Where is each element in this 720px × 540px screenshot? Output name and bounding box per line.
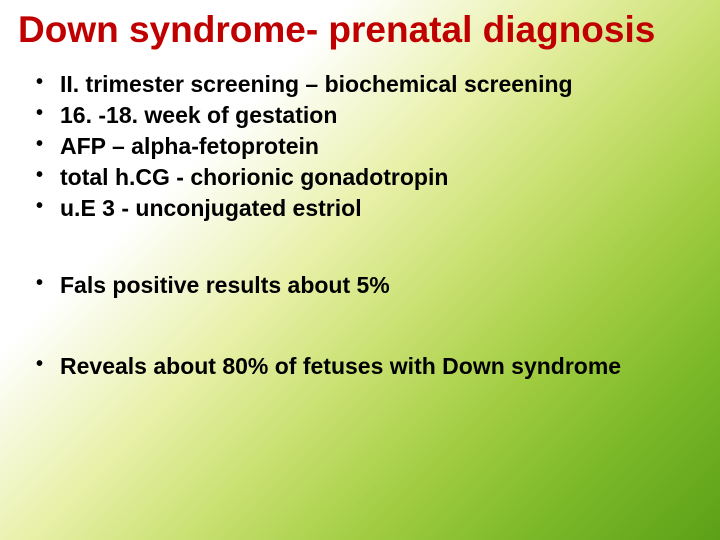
bullet-group-2: • Fals positive results about 5% [18,270,702,301]
bullet-item: • total h.CG - chorionic gonadotropin [36,162,702,193]
bullet-text: AFP – alpha-fetoprotein [60,131,702,162]
bullet-text: u.E 3 - unconjugated estriol [60,193,702,224]
bullet-icon: • [36,193,60,220]
bullet-icon: • [36,351,60,378]
bullet-group-3: • Reveals about 80% of fetuses with Down… [18,351,702,382]
bullet-text: Fals positive results about 5% [60,270,702,301]
bullet-icon: • [36,69,60,96]
slide-title: Down syndrome- prenatal diagnosis [18,10,702,51]
bullet-icon: • [36,162,60,189]
bullet-item: • u.E 3 - unconjugated estriol [36,193,702,224]
bullet-item: • AFP – alpha-fetoprotein [36,131,702,162]
bullet-item: • 16. -18. week of gestation [36,100,702,131]
bullet-item: • Fals positive results about 5% [36,270,702,301]
bullet-icon: • [36,270,60,297]
bullet-group-1: • II. trimester screening – biochemical … [18,69,702,224]
bullet-text: total h.CG - chorionic gonadotropin [60,162,702,193]
bullet-item: • II. trimester screening – biochemical … [36,69,702,100]
bullet-icon: • [36,131,60,158]
bullet-item: • Reveals about 80% of fetuses with Down… [36,351,702,382]
bullet-text: Reveals about 80% of fetuses with Down s… [60,351,702,382]
bullet-text: 16. -18. week of gestation [60,100,702,131]
bullet-text: II. trimester screening – biochemical sc… [60,69,702,100]
slide: Down syndrome- prenatal diagnosis • II. … [0,0,720,540]
bullet-icon: • [36,100,60,127]
